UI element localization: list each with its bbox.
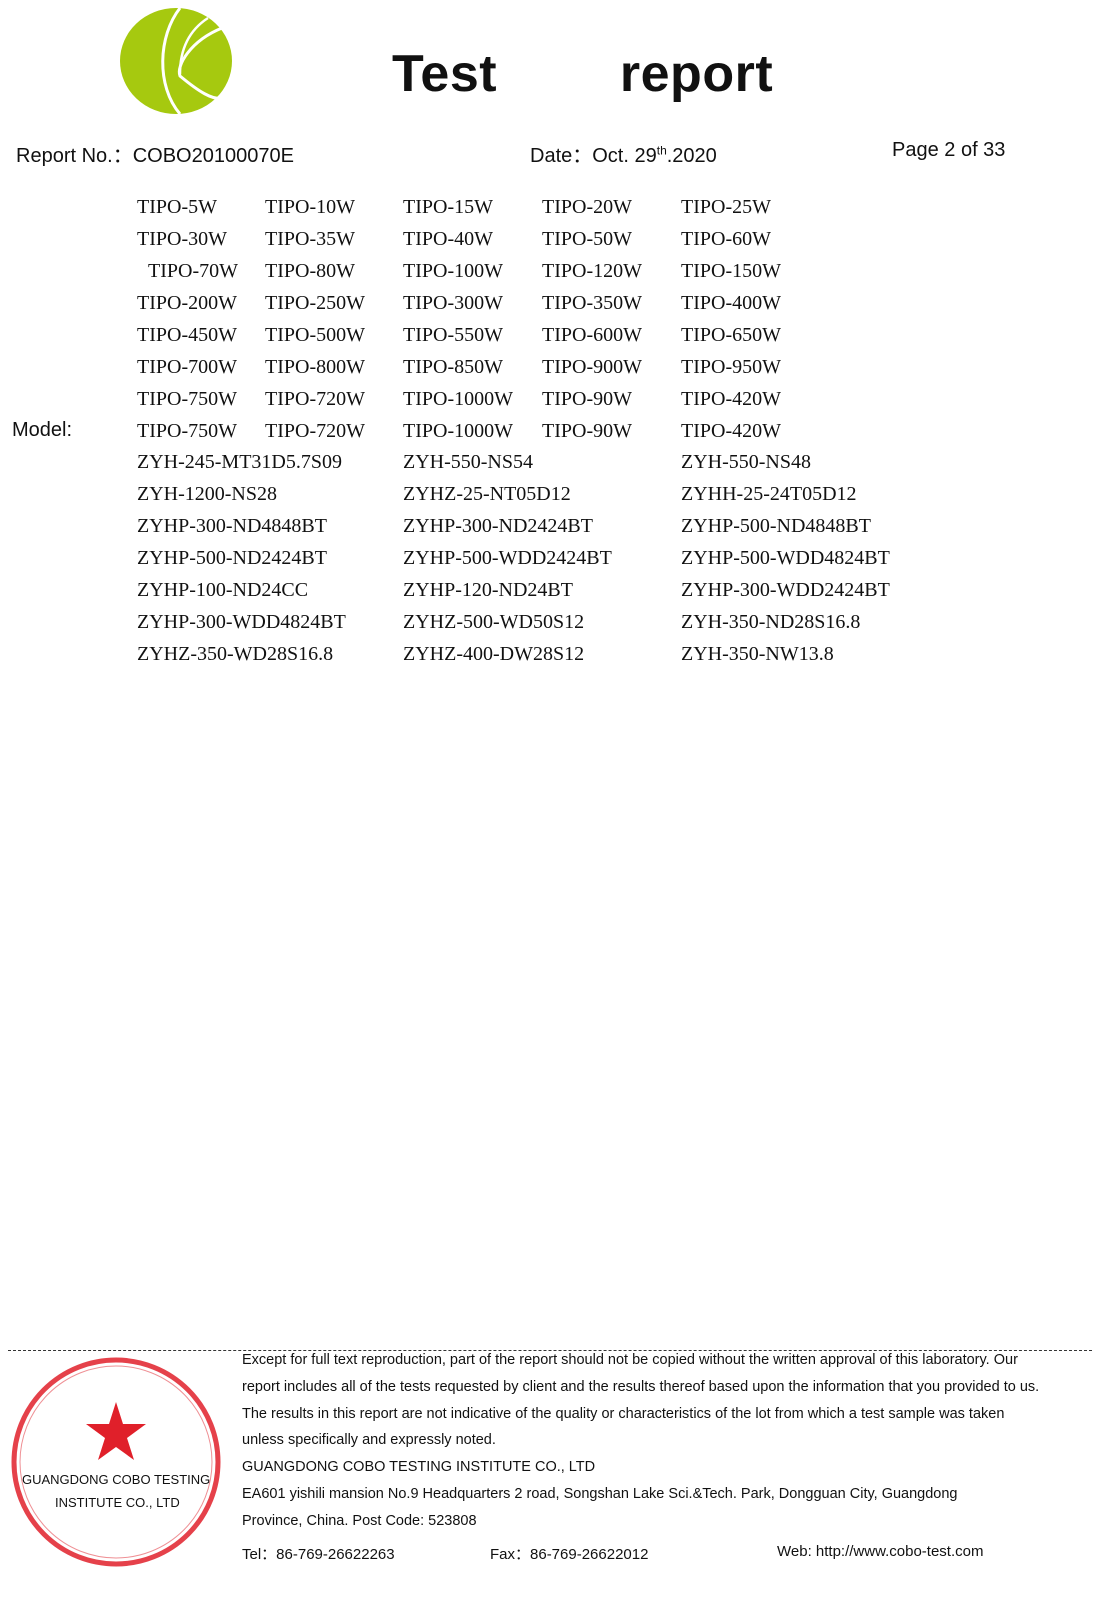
stamp-overlay-line1: GUANGDONG COBO TESTING (22, 1472, 211, 1487)
model-item: TIPO-15W (403, 196, 493, 218)
report-number: Report No.：COBO20100070E (16, 139, 294, 168)
footer-tel: Tel：86-769-26622263 (242, 1546, 395, 1563)
model-item: TIPO-250W (265, 292, 365, 314)
date-year: .2020 (666, 145, 717, 167)
model-item: TIPO-400W (681, 292, 781, 314)
model-item: ZYHP-500-ND4848BT (681, 515, 871, 537)
date-label: Date： (530, 145, 593, 167)
stamp-overlay-line2: INSTITUTE CO., LTD (55, 1495, 180, 1510)
page-title: Test report (392, 45, 774, 103)
model-item: ZYH-550-NS48 (681, 451, 811, 473)
model-item: TIPO-20W (542, 196, 632, 218)
model-item: TIPO-600W (542, 324, 642, 346)
model-item: TIPO-50W (542, 228, 632, 250)
model-item: ZYHZ-400-DW28S12 (403, 643, 585, 665)
model-label: Model: (12, 419, 73, 441)
model-item: TIPO-80W (265, 260, 355, 282)
report-no-value: COBO20100070E (132, 145, 294, 167)
footer-line: Except for full text reproduction, part … (242, 1352, 1018, 1368)
footer-web[interactable]: Web: http://www.cobo-test.com (777, 1543, 984, 1560)
model-item: ZYHP-500-WDD2424BT (403, 547, 612, 569)
model-item: TIPO-720W (265, 388, 365, 410)
footer-line: The results in this report are not indic… (242, 1405, 1005, 1422)
model-item: TIPO-420W (681, 420, 781, 442)
model-item: TIPO-750W (137, 420, 237, 442)
model-item: ZYH-1200-NS28 (137, 483, 277, 505)
model-item: TIPO-350W (542, 292, 642, 314)
model-item: ZYHP-300-WDD2424BT (681, 579, 890, 601)
footer-fax: Fax：86-769-26622012 (490, 1546, 649, 1563)
model-item: ZYHP-500-ND2424BT (137, 547, 327, 569)
model-item: TIPO-90W (542, 420, 632, 442)
model-item: ZYH-350-NW13.8 (681, 643, 834, 665)
footer-line: EA601 yishili mansion No.9 Headquarters … (242, 1486, 958, 1502)
model-item: TIPO-1000W (403, 388, 513, 410)
footer-line: GUANGDONG COBO TESTING INSTITUTE CO., LT… (242, 1459, 596, 1476)
model-item: TIPO-150W (681, 260, 781, 282)
model-item: TIPO-70W (148, 260, 238, 282)
date-prefix: Oct. 29 (592, 145, 657, 167)
model-item: TIPO-25W (681, 196, 771, 218)
model-item: ZYHH-25-24T05D12 (681, 483, 857, 505)
model-item: TIPO-40W (403, 228, 493, 250)
footer-line: report includes all of the tests request… (242, 1378, 1040, 1395)
model-item: ZYHP-300-ND2424BT (403, 515, 593, 537)
model-item: TIPO-720W (265, 420, 365, 442)
report-date: Date：Oct. 29th.2020 (530, 139, 717, 168)
model-item: TIPO-300W (403, 292, 503, 314)
model-item: TIPO-5W (137, 196, 217, 218)
model-item: ZYH-245-MT31D5.7S09 (137, 451, 342, 473)
model-item: TIPO-100W (403, 260, 503, 282)
model-item: TIPO-10W (265, 196, 355, 218)
footer-line: unless specifically and expressly noted. (242, 1432, 496, 1449)
model-item: ZYHP-300-ND4848BT (137, 515, 327, 537)
cobo-logo (120, 7, 232, 115)
model-item: TIPO-1000W (403, 420, 513, 442)
footer-line: Province, China. Post Code: 523808 (242, 1512, 477, 1529)
model-item: TIPO-200W (137, 292, 237, 314)
model-item: ZYHP-120-ND24BT (403, 579, 573, 601)
model-item: TIPO-700W (137, 356, 237, 378)
model-item: ZYH-350-ND28S16.8 (681, 611, 861, 633)
model-item: TIPO-90W (542, 388, 632, 410)
model-item: TIPO-850W (403, 356, 503, 378)
date-superscript: th (656, 143, 667, 158)
model-item: ZYHZ-500-WD50S12 (403, 611, 585, 633)
model-item: ZYHP-300-WDD4824BT (137, 611, 346, 633)
model-item: TIPO-900W (542, 356, 642, 378)
model-item: ZYHP-500-WDD4824BT (681, 547, 890, 569)
model-item: ZYHZ-25-NT05D12 (403, 483, 571, 505)
report-no-label: Report No.： (16, 145, 133, 167)
page-number: Page 2 of 33 (892, 139, 1006, 161)
model-item: TIPO-30W (137, 228, 227, 250)
model-item: TIPO-750W (137, 388, 237, 410)
model-item: TIPO-35W (265, 228, 355, 250)
model-item: TIPO-800W (265, 356, 365, 378)
model-item: ZYHZ-350-WD28S16.8 (137, 643, 334, 665)
model-item: TIPO-500W (265, 324, 365, 346)
model-item: TIPO-450W (137, 324, 237, 346)
model-item: TIPO-950W (681, 356, 781, 378)
model-item: TIPO-650W (681, 324, 781, 346)
model-item: TIPO-60W (681, 228, 771, 250)
model-item: ZYH-550-NS54 (403, 451, 533, 473)
model-item: ZYHP-100-ND24CC (137, 579, 309, 601)
footer-divider (8, 1350, 1092, 1351)
model-item: TIPO-420W (681, 388, 781, 410)
model-item: TIPO-550W (403, 324, 503, 346)
company-seal (11, 1357, 221, 1567)
model-item: TIPO-120W (542, 260, 642, 282)
